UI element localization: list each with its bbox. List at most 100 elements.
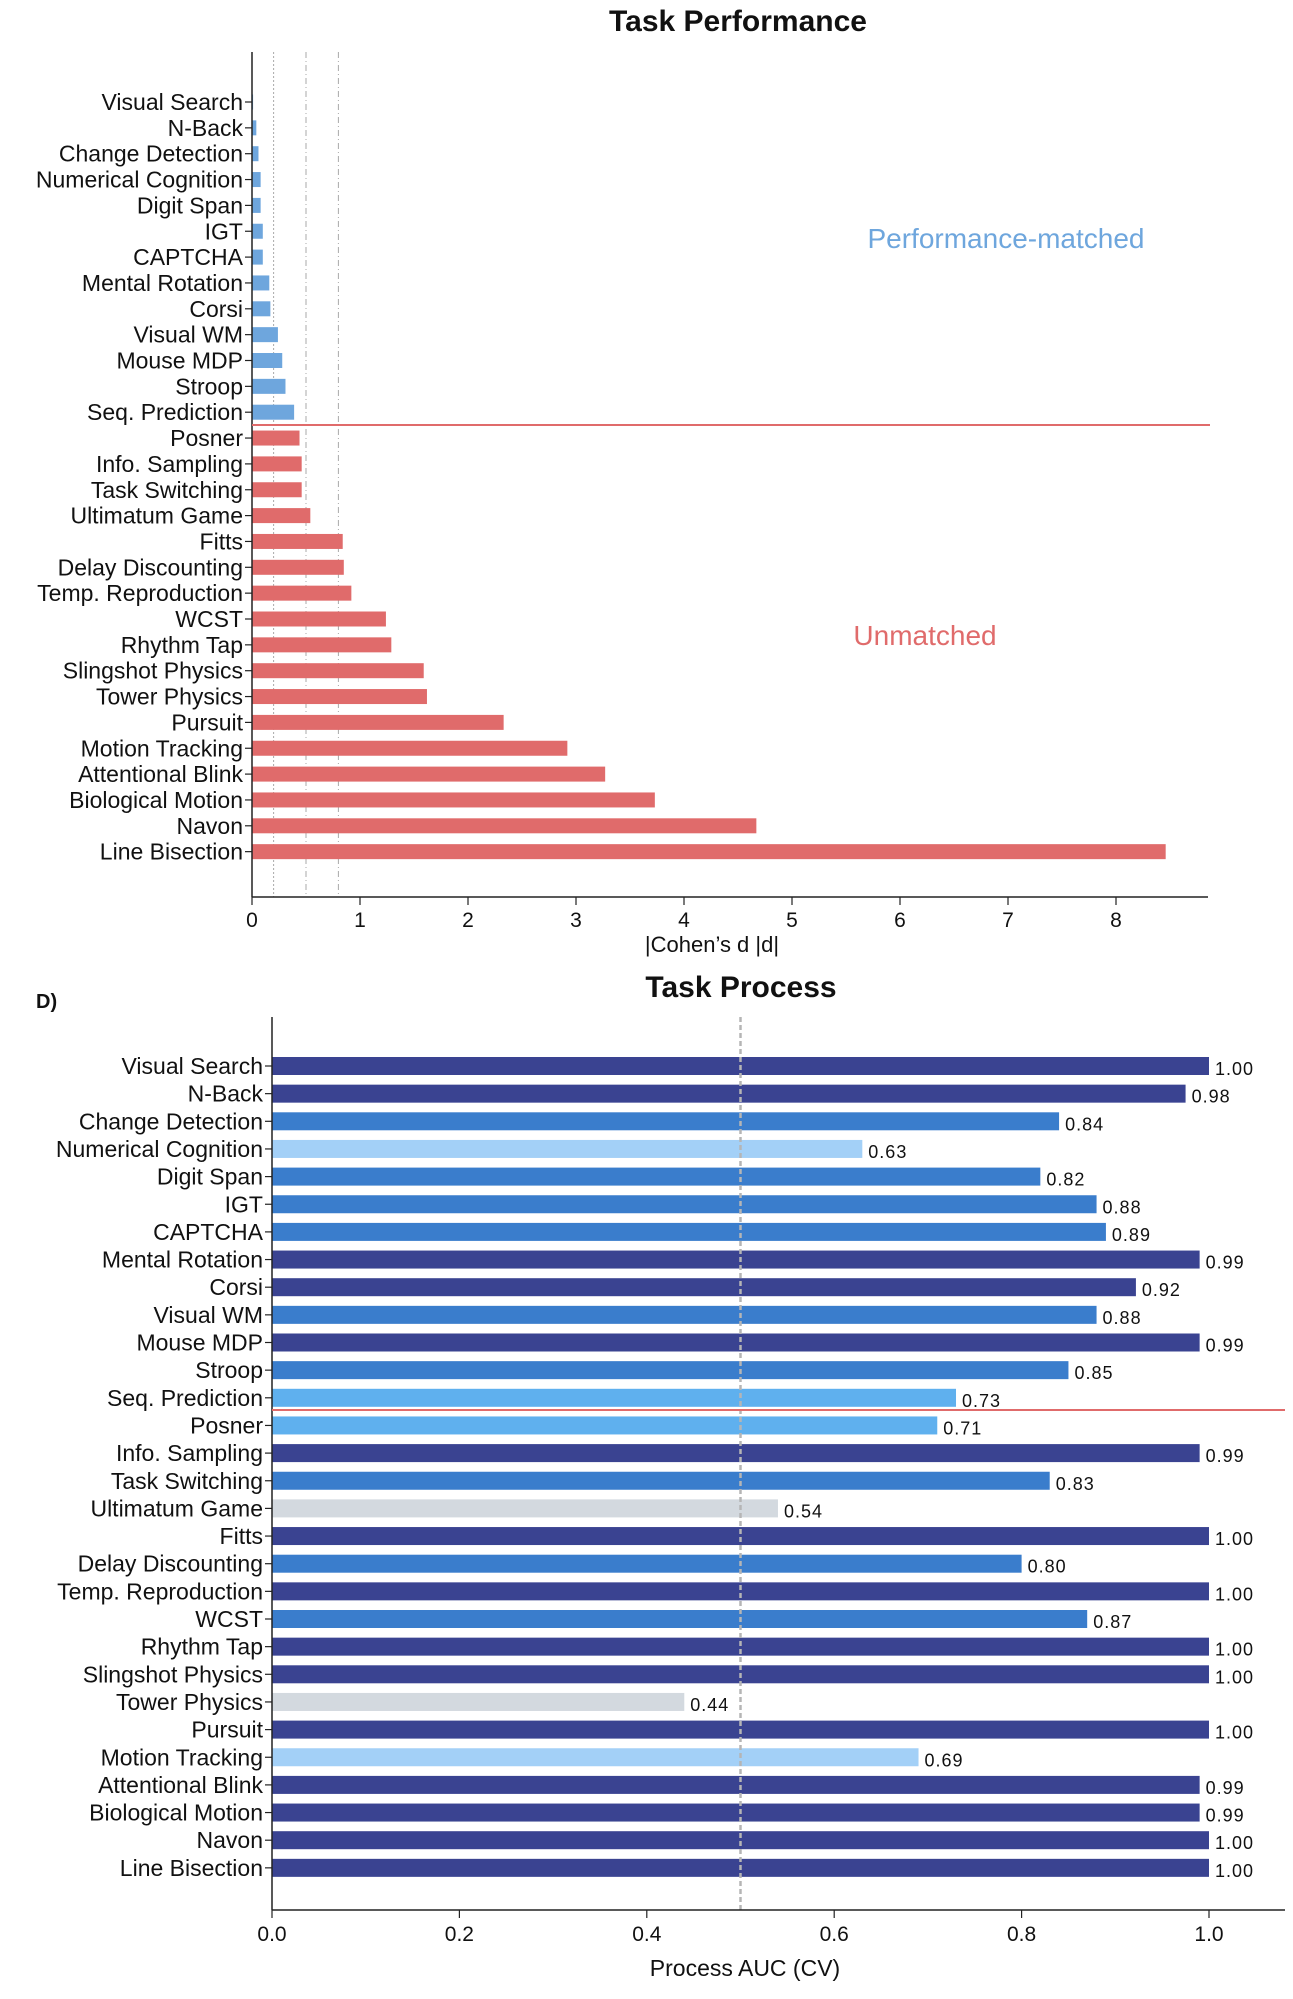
performance-x-axis-label: |Cohen’s d |d| — [645, 932, 779, 957]
value-label: 0.99 — [1206, 1446, 1245, 1466]
category-label: CAPTCHA — [133, 244, 244, 270]
bar-navon — [272, 1831, 1209, 1850]
bar-igt — [272, 1195, 1097, 1214]
bar-motion-tracking — [252, 740, 568, 756]
bar-mouse-mdp — [252, 353, 283, 368]
bar-mental-rotation — [252, 275, 270, 291]
category-label: Seq. Prediction — [107, 1385, 263, 1411]
category-label: Attentional Blink — [78, 761, 243, 787]
bar-change-detection — [272, 1112, 1060, 1131]
category-label: Visual Search — [102, 89, 244, 115]
x-tick-label: 3 — [570, 909, 582, 932]
category-label: Stroop — [175, 373, 243, 399]
x-tick-label: 1.0 — [1194, 1923, 1223, 1946]
category-label: Navon — [197, 1827, 263, 1853]
category-label: Navon — [177, 813, 243, 839]
bar-biological-motion — [272, 1803, 1200, 1822]
category-label: Digit Span — [137, 192, 243, 218]
category-label: Rhythm Tap — [121, 632, 243, 658]
category-label: Biological Motion — [69, 787, 243, 813]
bar-info-sampling — [272, 1444, 1200, 1463]
category-label: Motion Tracking — [101, 1744, 263, 1770]
value-label: 1.00 — [1215, 1861, 1254, 1881]
bar-attentional-blink — [272, 1775, 1200, 1794]
bar-task-switching — [252, 482, 302, 498]
bar-mental-rotation — [272, 1250, 1200, 1269]
category-label: Attentional Blink — [98, 1772, 263, 1798]
category-label: Corsi — [189, 296, 243, 322]
bar-delay-discounting — [272, 1554, 1022, 1573]
value-label: 1.00 — [1215, 1833, 1254, 1853]
bar-stroop — [252, 378, 286, 394]
category-label: Fitts — [220, 1523, 263, 1549]
x-tick-label: 0.8 — [1007, 1923, 1036, 1946]
x-tick-label: 1 — [354, 909, 366, 932]
category-label: Info. Sampling — [96, 451, 243, 477]
category-label: Digit Span — [157, 1164, 263, 1190]
value-label: 1.00 — [1215, 1667, 1254, 1687]
bar-rhythm-tap — [272, 1637, 1209, 1656]
bar-posner — [252, 430, 300, 446]
bar-line-bisection — [252, 844, 1166, 860]
category-label: Line Bisection — [120, 1855, 263, 1881]
bar-captcha — [252, 249, 263, 265]
x-tick-label: 0.2 — [445, 1923, 474, 1946]
category-label: Slingshot Physics — [83, 1661, 263, 1687]
bar-pursuit — [252, 714, 504, 730]
value-label: 0.85 — [1074, 1363, 1113, 1383]
category-label: Change Detection — [59, 141, 243, 167]
category-label: Visual WM — [134, 322, 244, 348]
bar-igt — [252, 223, 263, 239]
category-label: Rhythm Tap — [141, 1634, 263, 1660]
bar-n-back — [272, 1084, 1186, 1103]
category-label: Pursuit — [171, 709, 243, 735]
bar-corsi — [272, 1278, 1136, 1297]
category-label: Tower Physics — [116, 1689, 263, 1715]
value-label: 0.69 — [925, 1750, 964, 1770]
bar-corsi — [252, 301, 271, 317]
category-label: Temp. Reproduction — [37, 580, 243, 606]
panel-label-d: D) — [36, 991, 57, 1013]
process-value-labels: 1.000.980.840.630.820.880.890.990.920.88… — [690, 1059, 1254, 1881]
process-panel: D) Task Process Visual SearchN-BackChang… — [36, 971, 1285, 1981]
value-label: 0.63 — [868, 1142, 907, 1162]
bar-ultimatum-game — [252, 508, 311, 524]
unmatched-label: Unmatched — [853, 620, 996, 651]
bar-visual-wm — [252, 327, 278, 343]
bar-seq-prediction — [272, 1388, 957, 1407]
category-label: Posner — [190, 1412, 263, 1438]
category-label: CAPTCHA — [153, 1219, 264, 1245]
value-label: 0.99 — [1206, 1806, 1245, 1826]
value-label: 0.89 — [1112, 1225, 1151, 1245]
x-tick-label: 0.0 — [257, 1923, 286, 1946]
category-label: Slingshot Physics — [63, 658, 243, 684]
value-label: 0.99 — [1206, 1253, 1245, 1273]
category-label: Stroop — [195, 1357, 263, 1383]
bar-wcst — [272, 1610, 1088, 1628]
x-tick-label: 6 — [894, 909, 906, 932]
value-label: 0.88 — [1103, 1308, 1142, 1328]
value-label: 0.87 — [1093, 1612, 1132, 1632]
value-label: 0.71 — [943, 1418, 982, 1438]
category-label: Motion Tracking — [81, 735, 243, 761]
bar-stroop — [272, 1361, 1069, 1380]
bar-fitts — [252, 533, 343, 549]
value-label: 0.88 — [1103, 1197, 1142, 1217]
x-tick-label: 0 — [246, 909, 258, 932]
value-label: 1.00 — [1215, 1584, 1254, 1604]
category-label: Ultimatum Game — [70, 503, 243, 529]
value-label: 0.99 — [1206, 1778, 1245, 1798]
value-label: 0.98 — [1192, 1087, 1231, 1107]
category-label: Mouse MDP — [116, 348, 243, 374]
process-x-axis-label: Process AUC (CV) — [650, 1955, 840, 1981]
bar-motion-tracking — [272, 1748, 919, 1767]
category-label: Delay Discounting — [78, 1551, 263, 1577]
x-tick-label: 0.6 — [820, 1923, 849, 1946]
value-label: 0.92 — [1142, 1280, 1181, 1300]
bar-n-back — [252, 120, 257, 136]
performance-panel: Task Performance Visual SearchN-BackChan… — [36, 5, 1210, 957]
bar-visual-wm — [272, 1305, 1097, 1324]
